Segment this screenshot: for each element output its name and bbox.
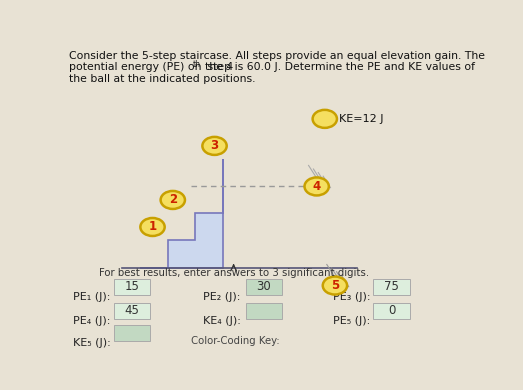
Text: 30: 30 — [257, 280, 271, 293]
Circle shape — [313, 110, 337, 128]
Bar — [373, 303, 410, 319]
Text: KE₄ (J):: KE₄ (J): — [203, 316, 241, 326]
Text: 4: 4 — [313, 180, 321, 193]
Text: 2: 2 — [169, 193, 177, 206]
Text: Consider the 5-step staircase. All steps provide an equal elevation gain. The: Consider the 5-step staircase. All steps… — [69, 51, 485, 61]
Text: PE₅ (J):: PE₅ (J): — [333, 316, 370, 326]
Circle shape — [323, 277, 347, 294]
Text: step is 60.0 J. Determine the PE and KE values of: step is 60.0 J. Determine the PE and KE … — [204, 62, 475, 73]
Bar — [246, 303, 282, 319]
Text: KE=12 J: KE=12 J — [339, 114, 383, 124]
Text: 0: 0 — [388, 304, 395, 317]
Text: 1: 1 — [149, 220, 156, 234]
Text: Color-Coding Key:: Color-Coding Key: — [191, 337, 280, 346]
Text: 3: 3 — [210, 139, 219, 152]
Text: 5: 5 — [331, 279, 339, 292]
Text: 45: 45 — [125, 304, 140, 317]
Text: potential energy (PE) on the 4: potential energy (PE) on the 4 — [69, 62, 233, 73]
Text: PE₂ (J):: PE₂ (J): — [203, 292, 241, 301]
Text: For best results, enter answers to 3 significant digits.: For best results, enter answers to 3 sig… — [98, 268, 369, 278]
Text: PE₄ (J):: PE₄ (J): — [73, 316, 111, 326]
Bar — [114, 326, 151, 341]
Text: the ball at the indicated positions.: the ball at the indicated positions. — [69, 74, 255, 84]
Text: 15: 15 — [125, 280, 140, 293]
Circle shape — [202, 137, 226, 155]
Bar — [373, 279, 410, 294]
Polygon shape — [140, 160, 223, 268]
Circle shape — [161, 191, 185, 209]
Text: PE₃ (J):: PE₃ (J): — [333, 292, 370, 301]
Circle shape — [140, 218, 165, 236]
Circle shape — [304, 177, 329, 195]
Text: th: th — [193, 60, 201, 69]
Text: 75: 75 — [384, 280, 399, 293]
Text: PE₁ (J):: PE₁ (J): — [73, 292, 111, 301]
Text: KE₅ (J):: KE₅ (J): — [73, 338, 111, 348]
Bar — [114, 279, 151, 294]
Bar — [114, 303, 151, 319]
Bar — [246, 279, 282, 294]
